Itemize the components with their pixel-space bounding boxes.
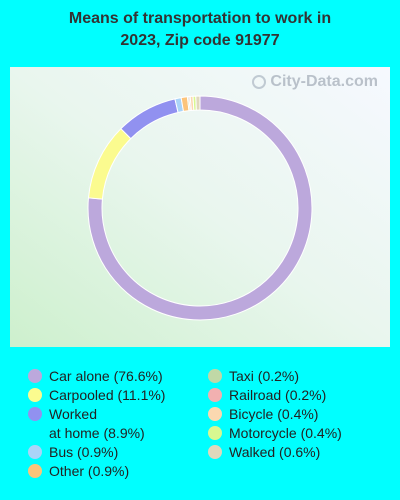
plot-area: City-Data.com [10,67,390,347]
legend-label: Walked (0.6%) [229,444,321,460]
donut-chart [87,95,313,321]
legend-item: Carpooled (11.1%) [28,386,165,405]
legend-column-1: Taxi (0.2%) Railroad (0.2%) Bicycle (0.4%)… [208,367,342,462]
watermark: City-Data.com [252,73,378,91]
legend-label: Railroad (0.2%) [229,387,327,403]
legend-label: Bus (0.9%) [49,444,119,460]
legend-item: Taxi (0.2%) [208,367,342,386]
legend-label: Motorcycle (0.4%) [229,425,342,441]
legend-swatch [28,407,42,421]
legend-item: Motorcycle (0.4%) [208,424,342,443]
legend-swatch [208,388,222,402]
donut-slice-2 [120,98,179,140]
legend-swatch [28,464,42,478]
magnifier-icon [252,75,267,89]
legend-label: Carpooled (11.1%) [49,387,166,403]
donut-slice-9 [195,95,201,111]
legend-label: Worked at home (8.9%) [49,406,145,441]
legend-item: Bicycle (0.4%) [208,405,342,424]
legend: Car alone (76.6%) Carpooled (11.1%) Worked… [28,367,398,492]
legend-swatch [28,388,42,402]
legend-item: Other (0.9%) [28,462,165,481]
legend-swatch [208,407,222,421]
legend-item: Walked (0.6%) [208,443,342,462]
legend-swatch [28,369,42,383]
chart-title-line-2: 2023, Zip code 91977 [120,32,280,49]
legend-swatch [208,369,222,383]
legend-item: Railroad (0.2%) [208,386,342,405]
legend-item: Car alone (76.6%) [28,367,165,386]
donut-slice-1 [87,127,132,200]
legend-label: Car alone (76.6%) [49,368,163,384]
watermark-text: City-Data.com [270,73,378,90]
legend-column-0: Car alone (76.6%) Carpooled (11.1%) Worked… [28,367,165,481]
legend-label: Bicycle (0.4%) [229,406,319,422]
legend-swatch [28,445,42,459]
chart-title: Means of transportation to work in 2023,… [0,8,400,52]
legend-item: Bus (0.9%) [28,443,165,462]
donut-slice-0 [87,95,313,321]
legend-swatch [208,426,222,440]
legend-label: Other (0.9%) [49,463,130,479]
chart-title-line-1: Means of transportation to work in [68,10,332,27]
legend-item: Worked at home (8.9%) [28,405,165,443]
legend-label: Taxi (0.2%) [229,368,300,384]
legend-swatch [208,445,222,459]
